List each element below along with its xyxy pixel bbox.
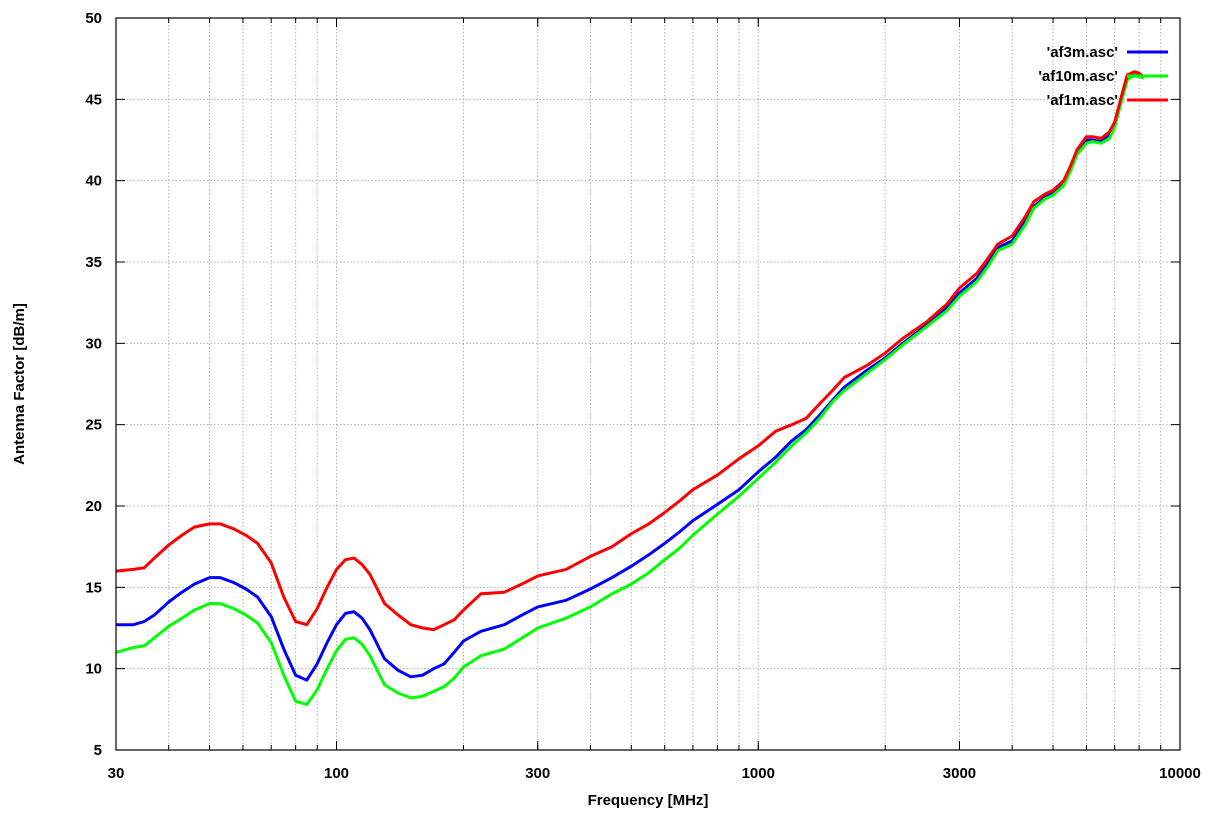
x-tick-label: 30 xyxy=(108,765,125,782)
y-tick-label: 40 xyxy=(85,173,102,190)
legend-label: 'af3m.asc' xyxy=(1047,44,1118,61)
plot-border xyxy=(115,17,1181,751)
y-tick-label: 20 xyxy=(85,498,102,515)
x-tick-label: 10000 xyxy=(1159,765,1201,782)
y-tick-label: 35 xyxy=(85,254,102,271)
x-tick-label: 3000 xyxy=(943,765,976,782)
legend: 'af3m.asc' 'af10m.asc' 'af1m.asc' xyxy=(1038,44,1168,109)
y-tick-label: 5 xyxy=(94,742,102,759)
plot-lines xyxy=(115,70,1145,706)
series-line-3 xyxy=(115,70,1145,632)
grid xyxy=(116,18,1180,750)
y-tick-label: 15 xyxy=(85,579,102,596)
y-axis-title: Antenna Factor [dB/m] xyxy=(11,303,28,465)
x-axis-title: Frequency [MHz] xyxy=(588,792,709,809)
y-tick-label: 45 xyxy=(85,91,102,108)
axis-ticks xyxy=(115,17,1181,751)
x-tick-label: 300 xyxy=(525,765,550,782)
legend-label: 'af10m.asc' xyxy=(1038,68,1118,85)
tick-labels: 5 10 15 20 25 30 35 40 45 50 30 100 300 1000 3000 10000 xyxy=(85,10,1201,782)
y-tick-label: 30 xyxy=(85,335,102,352)
y-tick-label: 10 xyxy=(85,661,102,678)
x-tick-label: 100 xyxy=(324,765,349,782)
series-line-2 xyxy=(115,73,1145,706)
legend-label: 'af1m.asc' xyxy=(1047,92,1118,109)
y-tick-label: 25 xyxy=(85,417,102,434)
y-tick-label: 50 xyxy=(85,10,102,27)
x-tick-label: 1000 xyxy=(742,765,775,782)
